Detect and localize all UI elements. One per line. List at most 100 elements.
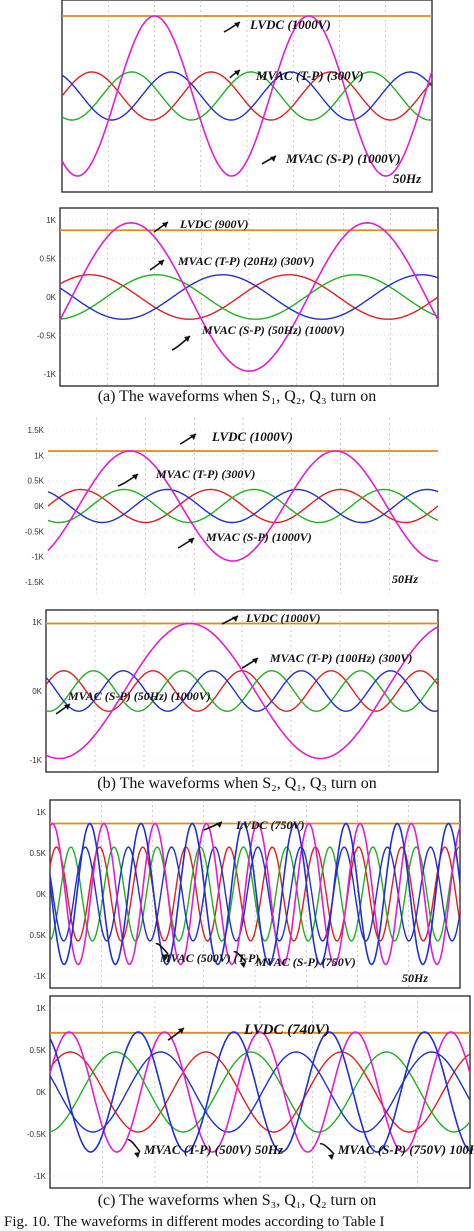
label-arrow-head [232,616,238,622]
label-arrow-head [234,22,240,28]
series-label: MVAC (T-P) (300V) [255,68,364,83]
label-arrow-head [252,658,258,664]
label-arrow [233,950,247,963]
chart-panel-b2: 1K 0K -1K LVDC (1000V) MVAC (T-P) (100Hz) (3… [30,609,439,773]
label-arrow-head [328,1154,334,1160]
mvac-tp-phase-c [61,71,433,121]
caption-a: (a) The waveforms when S₁, Q₂, Q₃ turn o… [97,388,377,405]
series-label: MVAC (S-P) (50Hz) (1000V) [201,323,345,337]
series-label: 50Hz [392,572,418,586]
label-arrow-head [158,260,164,266]
figure-caption: Fig. 10. The waveforms in different mode… [4,1214,385,1230]
mvac-tp-phase-c [49,1051,471,1133]
series-label: LVDC (750V) [235,818,305,832]
mvac-tp-phase-c [49,846,461,942]
series-label: MVAC (T-P) (500V) 50Hz [143,1142,284,1157]
y-tick-label: 1K [36,1004,46,1013]
y-tick-label: 1.5K [28,426,45,435]
y-tick-label: 0.5K [30,1046,47,1055]
label-arrow-head [64,704,70,710]
label-arrow-head [132,474,138,480]
y-tick-label: 0.5K [40,255,57,264]
series-label: 50Hz [402,971,428,985]
y-tick-label: 0K [36,890,46,899]
label-arrow-head [216,822,222,828]
label-arrow-head [188,538,194,544]
chart-panel-a2: 1K 0.5K 0K -0.5K -1K LVDC (900V) MVAC (T-P) (2… [37,207,439,387]
y-tick-label: -0.5K [25,527,45,536]
label-arrow-head [234,70,240,76]
series-label: LVDC (1000V) [245,611,321,625]
label-arrow-head [162,222,168,228]
series-label: MVAC (T-P) (20Hz) (300V) [177,254,314,268]
label-arrow-head [270,156,276,162]
label-arrow-head [162,954,168,960]
series-label: LVDC (740V) [243,1022,330,1038]
label-arrow-head [190,434,196,440]
series-label: MVAC (500V) (T-P) [159,951,259,965]
chart-panel-a1: LVDC (1000V) MVAC (T-P) (300V) MVAC (S-P) … [61,0,433,193]
y-tick-label: 0.5K [30,849,47,858]
mvac-sp-trace-0 [49,822,461,966]
series-label: 50Hz [393,171,422,186]
y-tick-label: 1K [34,451,44,460]
y-tick-label: 0.5K [30,931,47,940]
series-label: MVAC (T-P) (100Hz) (300V) [269,651,412,665]
grid [100,800,410,988]
y-tick-label: 0K [32,687,42,696]
mvac-tp-phase-b [59,274,439,320]
series-label: MVAC (S-P) (750V) [255,955,356,969]
label-arrow-head [240,962,246,968]
y-tick-label: 0K [34,502,44,511]
series-label: MVAC (S-P) (50Hz) (1000V) [67,689,211,703]
mvac-tp-phase-b [61,71,433,121]
series-label: LVDC (1000V) [249,17,331,32]
mvac-tp-phase-b [49,846,461,942]
y-tick-label: -1.5K [25,578,45,587]
series-label: MVAC (S-P) (750V) 100Hz [337,1142,474,1157]
label-arrow [155,942,169,955]
mvac-sp-trace [61,15,433,177]
series-label: MVAC (S-P) (1000V) [205,530,312,544]
series-label: LVDC (900V) [179,217,249,231]
caption-b: (b) The waveforms when S₂, Q₁, Q₃ turn o… [97,775,377,792]
chart-panel-b1: 1.5K 1K 0.5K 0K -0.5K -1K -1.5K LVDC (1000V) MVA… [25,418,439,594]
grid [96,418,390,594]
y-tick-label: 1K [32,618,42,627]
caption-c: (c) The waveforms when S₃, Q₁, Q₂ turn o… [97,1192,377,1209]
y-tick-label: -1K [34,1172,47,1181]
chart-panel-c1: 1K 0.5K 0K 0.5K -1K LVDC (750V) MVAC (500V) (T… [30,799,461,989]
label-arrow [319,1142,335,1155]
mvac-sp-trace-0 [49,1031,471,1153]
mvac-tp-phase-b [49,1051,471,1133]
chart-panel-c2: 1K 0.5K 0K -0.5K -1K LVDC (740V) MVAC (T-P) (5… [27,995,474,1189]
mvac-sp-trace [59,221,439,373]
label-arrow-head [178,1028,184,1034]
mvac-tp-phase-c [45,670,439,712]
series-label: MVAC (T-P) (300V) [155,467,255,481]
series-label: LVDC (1000V) [211,429,293,444]
y-tick-label: 1K [36,808,46,817]
mvac-tp-phase-b [47,488,439,524]
label-arrow [127,1138,141,1153]
mvac-sp-trace [45,622,439,760]
label-arrow-head [134,1152,140,1158]
y-tick-label: -1K [44,370,57,379]
y-tick-label: 1K [46,216,56,225]
y-tick-label: -1K [34,972,47,981]
mvac-tp-phase-a [49,1051,471,1133]
y-tick-label: 0K [46,293,56,302]
y-tick-label: -0.5K [37,332,57,341]
y-tick-label: -1K [30,756,43,765]
y-tick-label: -1K [32,553,45,562]
mvac-sp-trace-1 [49,1031,471,1153]
mvac-sp-trace [47,450,438,562]
mvac-tp-phase-c [47,488,439,524]
mvac-tp-phase-a [47,488,439,524]
y-tick-label: -0.5K [27,1130,47,1139]
y-tick-label: 0.5K [28,477,45,486]
label-arrow-head [184,336,190,342]
series-label: MVAC (S-P) (1000V) [285,151,401,166]
mvac-sp-trace-1 [49,822,461,966]
